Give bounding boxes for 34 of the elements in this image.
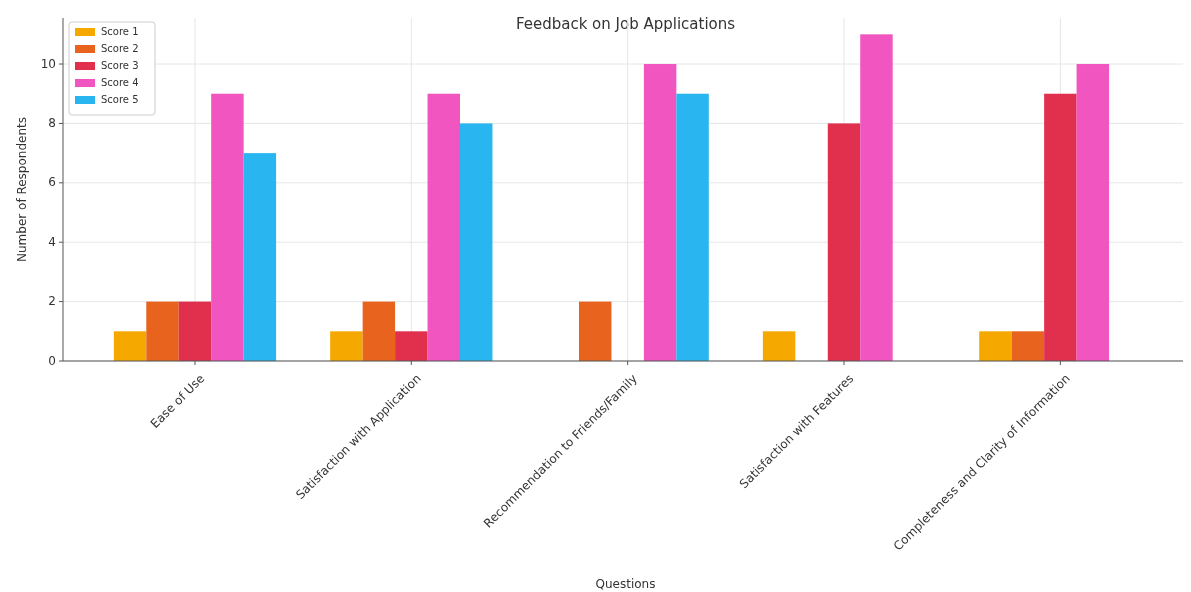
- bar: [146, 301, 179, 361]
- bar: [427, 93, 460, 361]
- x-axis-title: Questions: [595, 577, 656, 591]
- bar: [330, 331, 363, 361]
- y-tick-label: 8: [48, 115, 56, 130]
- legend-label: Score 3: [101, 60, 139, 71]
- bar: [676, 93, 709, 361]
- bar: [243, 153, 277, 361]
- legend-label: Score 1: [101, 26, 139, 37]
- y-axis-title: Number of Respondents: [15, 117, 29, 262]
- bar: [578, 301, 612, 361]
- legend-label: Score 2: [101, 43, 139, 54]
- legend-label: Score 5: [101, 94, 139, 105]
- legend-label: Score 4: [101, 77, 139, 88]
- bar: [178, 301, 212, 361]
- bar: [362, 301, 396, 361]
- y-tick-label: 10: [40, 56, 56, 71]
- y-tick-label: 0: [48, 353, 56, 368]
- bar: [460, 123, 493, 361]
- y-tick-label: 6: [48, 175, 56, 190]
- bar: [979, 331, 1012, 361]
- bar: [860, 34, 893, 361]
- chart-title: Feedback on Job Applications: [515, 14, 736, 33]
- bar: [762, 331, 796, 361]
- y-tick-label: 4: [48, 234, 56, 249]
- y-tick-label: 2: [48, 294, 56, 309]
- bar: [1011, 331, 1045, 361]
- bar: [643, 64, 677, 361]
- bar: [395, 331, 428, 361]
- bar: [827, 123, 861, 361]
- bar: [1044, 93, 1077, 361]
- bar: [1076, 64, 1110, 361]
- bar: [211, 93, 244, 361]
- bar: [113, 331, 147, 361]
